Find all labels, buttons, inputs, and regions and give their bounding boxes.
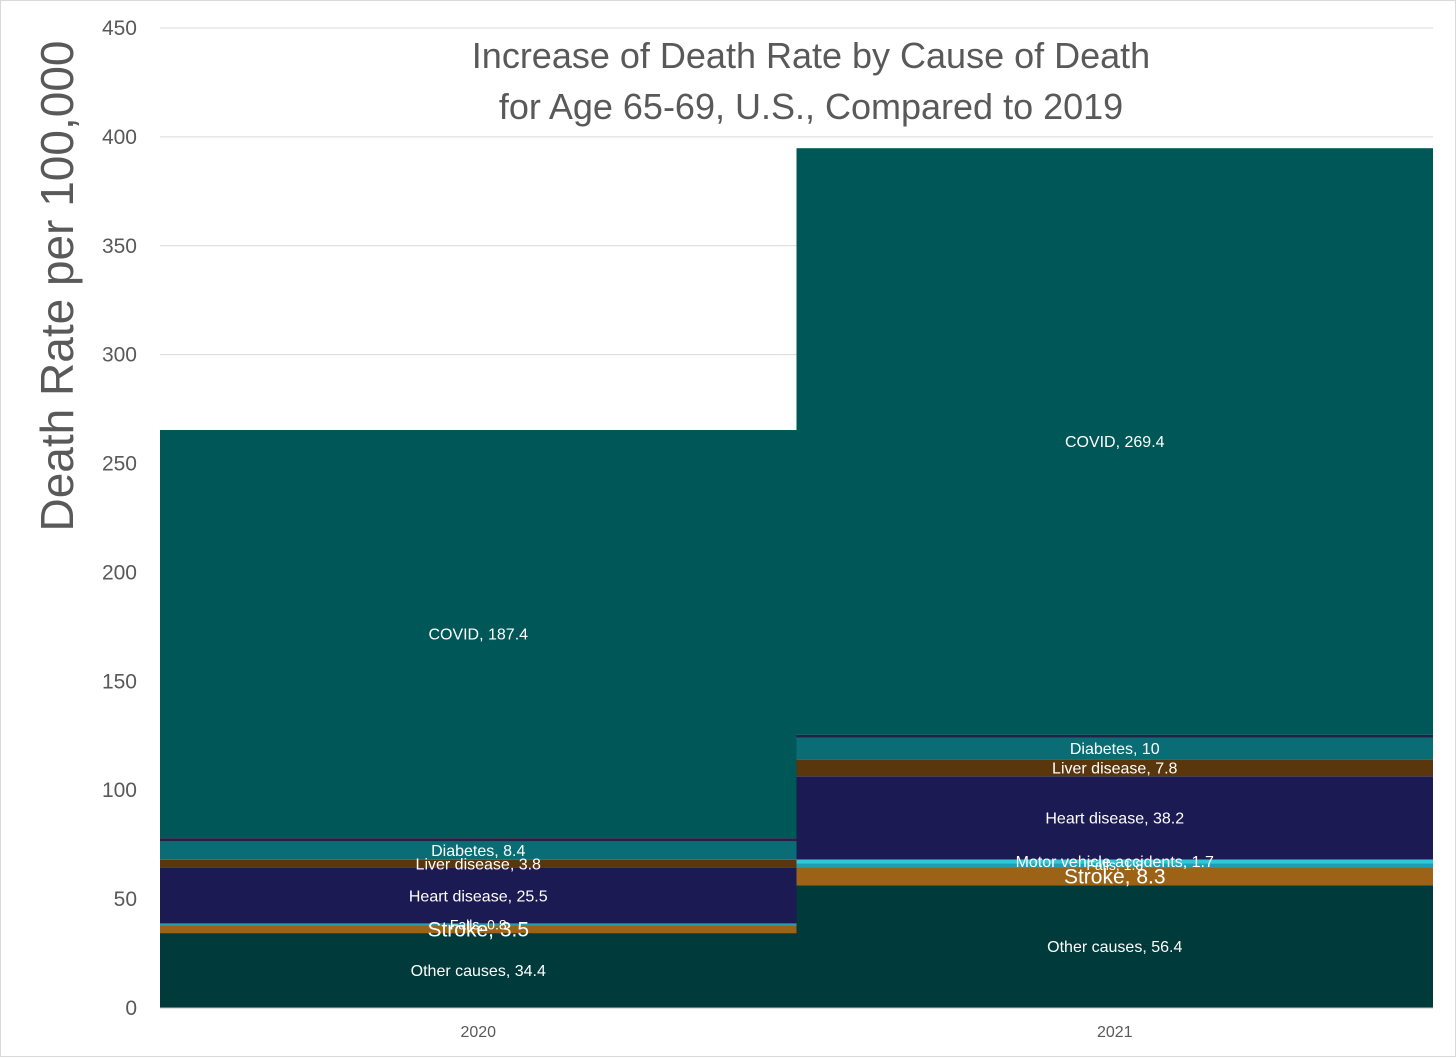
data-label: Stroke, 8.3 xyxy=(1064,865,1166,888)
y-tick-label: 50 xyxy=(114,888,137,911)
data-label: COVID, 269.4 xyxy=(1065,434,1165,451)
bar-segment-heart-disease-2021 xyxy=(796,776,1433,860)
data-label: Motor vehicle accidents, 1.7 xyxy=(1016,854,1214,871)
data-label: Liver disease, 3.8 xyxy=(416,856,542,873)
data-label: COVID, 187.4 xyxy=(428,627,528,644)
y-tick-label: 200 xyxy=(102,561,137,584)
data-label: Diabetes, 8.4 xyxy=(431,843,525,860)
data-label: Other causes, 56.4 xyxy=(1047,939,1182,956)
y-tick-label: 0 xyxy=(125,997,137,1020)
data-label: Other causes, 34.4 xyxy=(411,963,546,980)
bar-segment-stroke-2020 xyxy=(160,925,797,934)
bar-segment-falls-2020 xyxy=(160,923,797,926)
y-tick-label: 450 xyxy=(102,17,137,40)
y-tick-label: 300 xyxy=(102,344,137,367)
chart-title-line-1: Increase of Death Rate by Cause of Death xyxy=(472,35,1150,76)
y-tick-label: 100 xyxy=(102,779,137,802)
bar-stacks xyxy=(160,148,1433,1008)
bar-segment-other-causes-2021 xyxy=(796,885,1433,1008)
data-label: Diabetes, 10 xyxy=(1070,741,1160,758)
bar-segment-diabetes-2020 xyxy=(160,841,797,860)
chart-title-line-2: for Age 65-69, U.S., Compared to 2019 xyxy=(499,86,1123,127)
bar-segment-motor-vehicle-accidents-2020 xyxy=(160,923,797,925)
data-label: Heart disease, 38.2 xyxy=(1045,810,1184,827)
bar-segment-liver-disease-2021 xyxy=(796,759,1433,777)
bar-segment-other-2020 xyxy=(160,838,797,842)
bar-segment-diabetes-2021 xyxy=(796,737,1433,760)
bar-segment-other-2021 xyxy=(796,734,1433,738)
bar-segment-falls-2021 xyxy=(796,863,1433,868)
y-axis-label: Death Rate per 100,000 xyxy=(31,40,83,531)
y-tick-label: 350 xyxy=(102,235,137,258)
data-label: Stroke, 3.5 xyxy=(427,919,529,942)
bar-segment-motor-vehicle-accidents-2021 xyxy=(796,859,1433,864)
y-axis-ticks: 0 50 100 150 200 250 300 350 400 450 xyxy=(102,17,137,1020)
x-tick-label: 2021 xyxy=(1097,1024,1133,1041)
bar-segment-other-causes-2020 xyxy=(160,933,797,1008)
data-label: Falls, 0.8 xyxy=(450,916,507,932)
y-tick-label: 150 xyxy=(102,670,137,693)
x-tick-label: 2020 xyxy=(460,1024,496,1041)
y-tick-label: 250 xyxy=(102,453,137,476)
data-label: Falls, 1.8 xyxy=(1086,857,1143,873)
bar-segment-covid-2020 xyxy=(160,430,797,839)
bar-segment-heart-disease-2020 xyxy=(160,867,797,924)
bar-segment-stroke-2021 xyxy=(796,867,1433,886)
data-label: Heart disease, 25.5 xyxy=(409,888,548,905)
bar-segment-covid-2021 xyxy=(796,148,1433,735)
x-axis-ticks: 2020 2021 xyxy=(460,1024,1132,1041)
data-label: Liver disease, 7.8 xyxy=(1052,760,1178,777)
bar-segment-liver-disease-2020 xyxy=(160,859,797,868)
y-tick-label: 400 xyxy=(102,126,137,149)
